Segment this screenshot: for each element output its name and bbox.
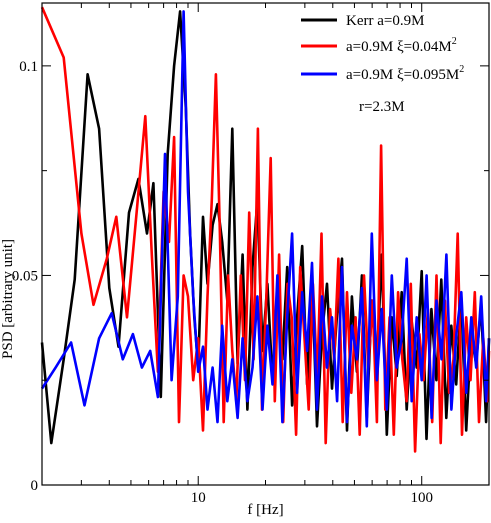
x-axis-title: f [Hz] [247, 502, 283, 518]
y-axis-title: PSD [arbitrary unit] [0, 239, 16, 359]
legend-label-2: a=0.9M ξ=0.04M2 [346, 36, 457, 55]
series-line-3 [40, 10, 491, 428]
legend: Kerr a=0.9M a=0.9M ξ=0.04M2 a=0.9M ξ=0.095… [301, 13, 464, 83]
x-tick-label: 10 [191, 490, 206, 506]
y-tick-label: 0.05 [12, 268, 38, 284]
tick-labels: 10 100 0 0.05 0.1 [12, 59, 433, 506]
annotation-radius: r=2.3M [359, 99, 405, 115]
series-line-1 [40, 10, 491, 445]
x-tick-label: 100 [410, 490, 433, 506]
legend-label-1: Kerr a=0.9M [346, 13, 424, 29]
series-layer [40, 6, 491, 453]
y-tick-label: 0.1 [19, 59, 38, 75]
y-tick-label: 0 [31, 478, 39, 494]
legend-label-3: a=0.9M ξ=0.095M2 [346, 64, 464, 83]
ticks-layer [41, 3, 490, 486]
